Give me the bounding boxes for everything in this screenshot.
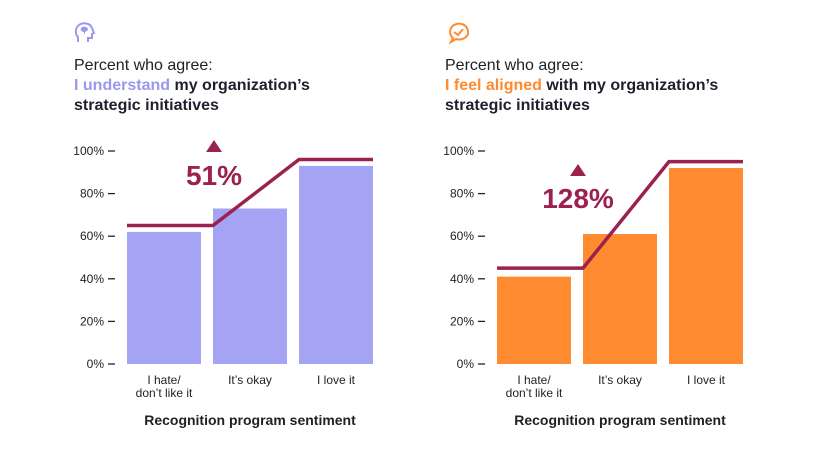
x-axis-title: Recognition program sentiment xyxy=(514,412,726,428)
y-tick-label: 60% xyxy=(80,229,104,243)
x-axis-title: Recognition program sentiment xyxy=(144,412,356,428)
y-tick-label: 100% xyxy=(73,144,104,158)
chart-panel-aligned: Percent who agree: I feel aligned with m… xyxy=(370,0,750,459)
y-tick-label: 20% xyxy=(80,314,104,328)
bar xyxy=(583,234,657,364)
y-tick-label: 40% xyxy=(80,272,104,286)
growth-annotation: 51% xyxy=(186,160,242,191)
y-tick-label: 60% xyxy=(450,229,474,243)
brain-head-icon xyxy=(74,22,96,42)
bar xyxy=(213,208,287,364)
chat-check-icon xyxy=(448,22,470,45)
x-tick-label: I love it xyxy=(317,373,356,387)
bar xyxy=(299,165,373,364)
trend-line xyxy=(127,157,373,228)
y-tick-label: 80% xyxy=(80,187,104,201)
x-tick-label: I love it xyxy=(687,373,726,387)
bar xyxy=(497,276,571,364)
x-tick-label: I hate/don’t like it xyxy=(136,373,193,400)
y-tick-label: 20% xyxy=(450,314,474,328)
x-tick-label: I hate/don’t like it xyxy=(506,373,563,400)
title-rest: my organization’s strategic initiatives xyxy=(74,77,310,114)
x-tick-label: It’s okay xyxy=(228,373,272,387)
chart-panel-understand: Percent who agree: I understand my organ… xyxy=(0,0,380,459)
title-rest: with my organization’s strategic initiat… xyxy=(445,77,719,114)
y-tick-label: 0% xyxy=(457,357,475,371)
y-tick-label: 100% xyxy=(443,144,474,158)
bar xyxy=(669,168,743,364)
growth-annotation: 128% xyxy=(542,183,614,214)
bar-chart-aligned: 0% 20% 40% 60% 80% 100% I hate/don’t like it It… xyxy=(443,144,743,428)
y-tick-label: 40% xyxy=(450,272,474,286)
title-highlight: I understand xyxy=(74,77,171,94)
title-line1: Percent who agree: xyxy=(445,57,584,74)
up-triangle-icon xyxy=(206,140,222,152)
y-tick-label: 0% xyxy=(87,357,105,371)
title-line1: Percent who agree: xyxy=(74,57,213,74)
bar-chart-understand: 0% 20% 40% 60% 80% 100% I hate/don’t like it It… xyxy=(73,140,373,428)
y-tick-label: 80% xyxy=(450,187,474,201)
bar xyxy=(127,231,201,364)
x-tick-label: It’s okay xyxy=(598,373,642,387)
chart-title: Percent who agree: I feel aligned with m… xyxy=(445,56,745,116)
trend-line xyxy=(497,159,743,270)
up-triangle-icon xyxy=(570,164,586,176)
chart-title: Percent who agree: I understand my organ… xyxy=(74,56,374,116)
title-highlight: I feel aligned xyxy=(445,77,542,94)
